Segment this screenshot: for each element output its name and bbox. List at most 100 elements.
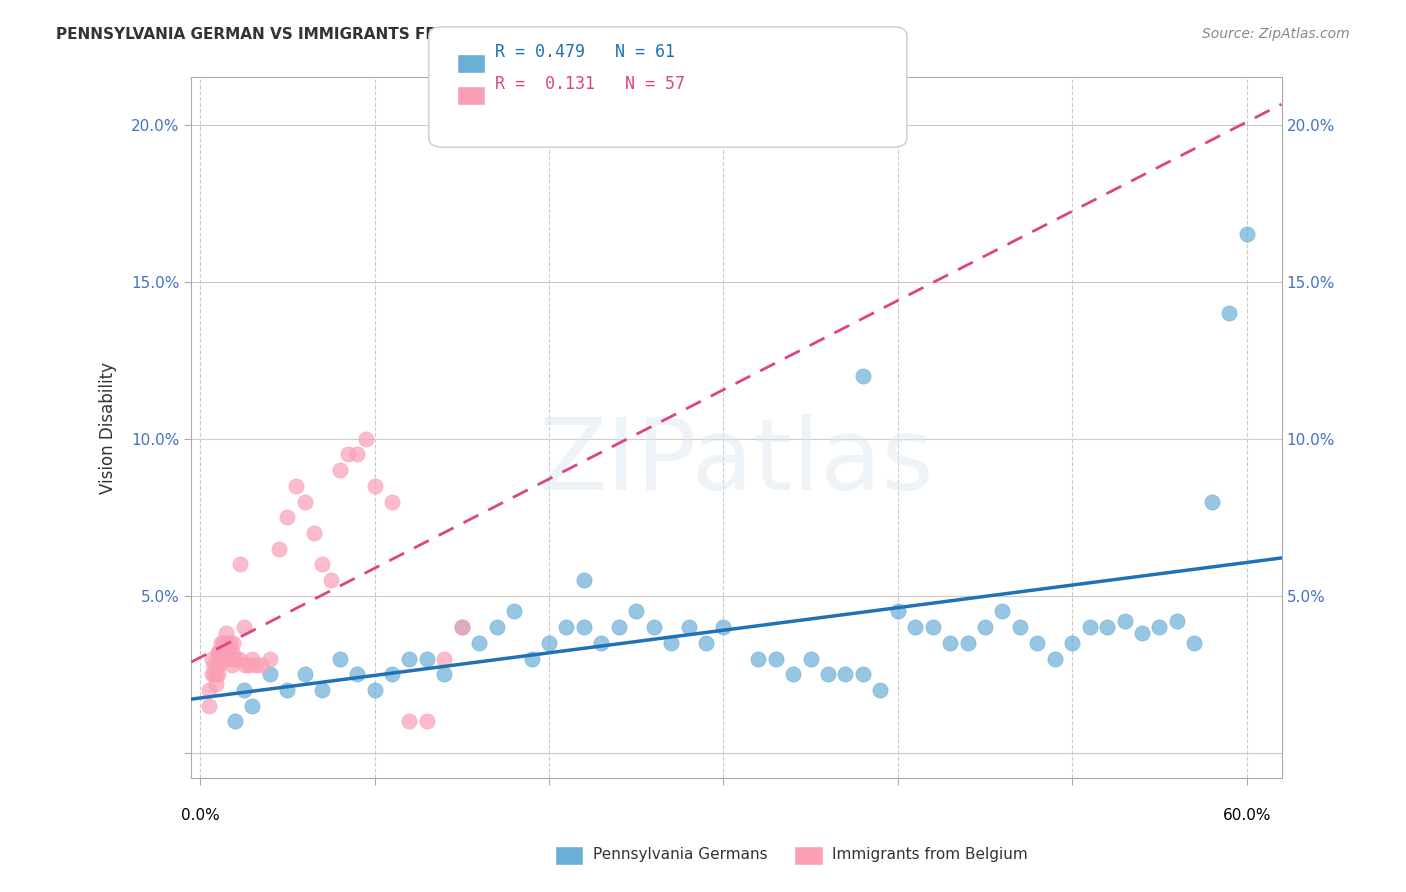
Point [904,620,927,634]
Point [202,667,225,681]
Point [1130,626,1153,640]
Point [555,620,578,634]
Point [398,714,420,729]
Point [217,651,239,665]
Point [224,651,246,665]
Point [329,651,352,665]
Point [643,620,665,634]
Point [276,510,298,524]
Point [537,636,560,650]
Point [337,447,360,461]
Point [217,642,239,657]
Point [311,683,333,698]
Point [201,651,224,665]
Point [259,651,281,665]
Point [209,651,232,665]
Point [222,651,245,665]
Point [215,636,238,650]
Point [433,667,456,681]
Point [1182,636,1205,650]
Point [607,620,630,634]
Point [1201,494,1223,508]
Point [208,657,231,672]
Text: R =  0.131   N = 57: R = 0.131 N = 57 [495,75,685,93]
Point [232,683,254,698]
Point [205,667,228,681]
Point [991,604,1014,618]
Point [232,620,254,634]
Point [1114,614,1136,628]
Point [221,645,243,659]
Point [285,479,308,493]
Point [205,676,228,690]
Point [659,636,682,650]
Point [869,683,891,698]
Point [329,463,352,477]
Point [817,667,839,681]
Point [215,645,238,659]
Point [207,657,229,672]
Point [201,667,224,681]
Text: Pennsylvania Germans: Pennsylvania Germans [593,847,768,862]
Point [242,698,264,713]
Point [235,657,257,672]
Point [363,683,385,698]
Point [207,651,229,665]
Point [624,604,647,618]
Text: PENNSYLVANIA GERMAN VS IMMIGRANTS FROM BELGIUM VISION DISABILITY CORRELATION CHA: PENNSYLVANIA GERMAN VS IMMIGRANTS FROM B… [56,27,901,42]
Point [267,541,290,556]
Point [1026,636,1049,650]
Point [591,636,613,650]
Point [1166,614,1188,628]
Point [852,368,875,383]
Point [1149,620,1171,634]
Point [319,573,342,587]
Point [354,432,377,446]
Point [207,667,229,681]
Point [198,683,221,698]
Point [450,620,472,634]
Point [887,604,910,618]
Point [468,636,491,650]
Point [208,645,231,659]
Point [198,698,221,713]
Point [713,620,735,634]
Point [311,558,333,572]
Text: Source: ZipAtlas.com: Source: ZipAtlas.com [1202,27,1350,41]
Point [242,651,264,665]
Point [1008,620,1031,634]
Point [381,494,404,508]
Text: ZIPatlas: ZIPatlas [538,414,934,511]
Point [214,651,236,665]
Point [765,651,787,665]
Point [1078,620,1101,634]
Point [921,620,943,634]
Point [747,651,769,665]
Y-axis label: Vision Disability: Vision Disability [100,361,117,493]
Point [222,636,245,650]
Point [450,620,472,634]
Text: 60.0%: 60.0% [1222,808,1271,823]
Point [218,636,240,650]
Point [782,667,804,681]
Point [572,620,595,634]
Point [433,651,456,665]
Point [302,525,325,540]
Text: 0.0%: 0.0% [181,808,219,823]
Point [221,657,243,672]
Point [1062,636,1084,650]
Point [695,636,717,650]
Point [834,667,856,681]
Point [346,667,368,681]
Point [259,667,281,681]
Point [416,714,439,729]
Point [974,620,997,634]
Point [207,645,229,659]
Point [503,604,526,618]
Point [224,714,246,729]
Text: R = 0.479   N = 61: R = 0.479 N = 61 [495,43,675,61]
Point [800,651,823,665]
Point [1218,306,1240,320]
Point [214,642,236,657]
Point [381,667,404,681]
